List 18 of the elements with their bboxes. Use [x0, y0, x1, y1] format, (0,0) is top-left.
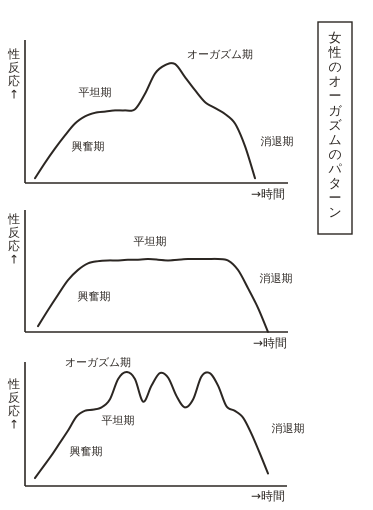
annotation: 消退期 [272, 422, 304, 435]
annotation: 平坦期 [102, 414, 134, 427]
title: 女性のオーガズムのパターン [328, 31, 342, 221]
annotation: 消退期 [260, 272, 292, 285]
xlabel: →時間 [252, 336, 288, 350]
ylabel: 性反応↑ [8, 212, 20, 266]
annotation: 平坦期 [78, 86, 112, 99]
ylabel: 性反応↑ [8, 47, 20, 102]
annotation: 興奮期 [70, 445, 102, 458]
annotation: 興奮期 [72, 140, 104, 153]
annotation: オーガズム期 [65, 356, 131, 369]
xlabel: →時間 [250, 489, 286, 503]
xlabel: →時間 [250, 187, 286, 201]
annotation: 興奮期 [78, 290, 110, 303]
ylabel: 性反応↑ [8, 377, 20, 432]
annotation: 消退期 [260, 135, 294, 148]
annotation: オーガズム期 [187, 48, 253, 61]
annotation: 平坦期 [134, 235, 166, 248]
